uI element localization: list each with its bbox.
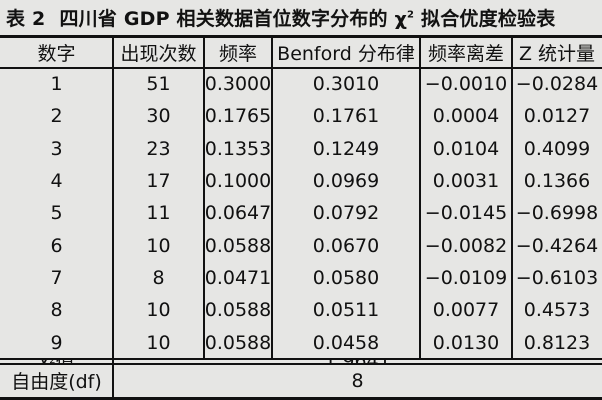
table-bottom-rule <box>0 397 602 400</box>
table-cell-dev: 0.0077 <box>432 299 500 322</box>
table-cell-count: 10 <box>146 234 171 257</box>
title-text-before: 四川省 GDP 相关数据首位数字分布的 χ <box>59 8 408 30</box>
table-cell-z: −0.4264 <box>515 234 599 257</box>
table-cell-digit: 6 <box>50 234 63 257</box>
table-cell-benford: 0.0511 <box>312 299 380 322</box>
table-cell-digit: 4 <box>50 170 63 193</box>
column-divider <box>511 36 513 359</box>
data-bottom-rule <box>0 357 602 360</box>
header-bottom-rule <box>0 67 602 69</box>
table-cell-dev: −0.0145 <box>424 202 508 225</box>
table-cell-freq: 0.0647 <box>204 202 272 225</box>
table-cell-digit: 8 <box>50 299 63 322</box>
table-cell-count: 17 <box>146 170 171 193</box>
table-cell-z: −0.0284 <box>515 73 599 96</box>
header-z-statistic: Z 统计量 <box>518 42 596 65</box>
table-cell-dev: 0.0031 <box>432 170 500 193</box>
table-cell-count: 51 <box>146 73 171 96</box>
table-cell-count: 23 <box>146 137 171 160</box>
column-divider <box>203 36 205 359</box>
table-cell-digit: 1 <box>50 73 63 96</box>
chi-square-value: 1.9641 <box>113 359 602 364</box>
header-deviation: 频率离差 <box>427 42 504 65</box>
header-frequency: 频率 <box>218 42 257 65</box>
column-divider <box>271 36 273 359</box>
table-caption: 表 2 四川省 GDP 相关数据首位数字分布的 χ2 拟合优度检验表 <box>6 4 598 34</box>
table-cell-dev: 0.0104 <box>432 137 500 160</box>
table-cell-freq: 0.0588 <box>204 234 272 257</box>
table-cell-z: 0.4099 <box>523 137 591 160</box>
table-cell-z: −0.6998 <box>515 202 599 225</box>
df-label: 自由度(df) <box>11 371 102 393</box>
table-number: 表 2 <box>6 8 46 30</box>
table-cell-z: 0.8123 <box>523 331 591 354</box>
table-cell-benford: 0.1249 <box>312 137 380 160</box>
table-cell-count: 8 <box>152 266 165 289</box>
table-cell-digit: 9 <box>50 331 63 354</box>
header-count: 出现次数 <box>120 42 197 65</box>
chi-label-base: χ <box>38 359 49 364</box>
table-cell-digit: 3 <box>50 137 63 160</box>
table-cell-benford: 0.0458 <box>312 331 380 354</box>
header-benford: Benford 分布律 <box>277 42 415 65</box>
table-top-rule <box>0 35 602 38</box>
chi-square-label: χ2 值 <box>0 359 113 364</box>
table-cell-count: 11 <box>146 202 171 225</box>
table-cell-freq: 0.1765 <box>204 105 272 128</box>
header-digit: 数字 <box>37 42 76 65</box>
table-cell-count: 10 <box>146 331 171 354</box>
table-cell-dev: −0.0109 <box>424 266 508 289</box>
summary-column-divider <box>112 358 114 397</box>
table-cell-benford: 0.1761 <box>312 105 380 128</box>
table-cell-dev: −0.0082 <box>424 234 508 257</box>
table-cell-count: 10 <box>146 299 171 322</box>
table-cell-freq: 0.3000 <box>204 73 272 96</box>
column-divider <box>112 36 114 359</box>
table-cell-z: 0.4573 <box>523 299 591 322</box>
table-cell-freq: 0.0588 <box>204 299 272 322</box>
table-cell-dev: 0.0130 <box>432 331 500 354</box>
table-cell-freq: 0.1000 <box>204 170 272 193</box>
title-superscript: 2 <box>407 9 415 21</box>
table-cell-digit: 5 <box>50 202 63 225</box>
column-divider <box>419 36 421 359</box>
table-cell-benford: 0.0580 <box>312 266 380 289</box>
title-text-after: 拟合优度检验表 <box>414 8 556 30</box>
table-cell-benford: 0.0670 <box>312 234 380 257</box>
table-cell-benford: 0.3010 <box>312 73 380 96</box>
table-cell-benford: 0.0792 <box>312 202 380 225</box>
table-cell-count: 30 <box>146 105 171 128</box>
table-cell-digit: 2 <box>50 105 63 128</box>
table-cell-dev: −0.0010 <box>424 73 508 96</box>
table-cell-digit: 7 <box>50 266 63 289</box>
table-cell-freq: 0.0471 <box>204 266 272 289</box>
chi-label-suffix: 值 <box>56 359 75 364</box>
table-cell-freq: 0.1353 <box>204 137 272 160</box>
table-title: 四川省 GDP 相关数据首位数字分布的 χ2 拟合优度检验表 <box>59 8 555 30</box>
table-cell-benford: 0.0969 <box>312 170 380 193</box>
table-cell-freq: 0.0588 <box>204 331 272 354</box>
table-cell-dev: 0.0004 <box>432 105 500 128</box>
summary-divider <box>0 363 602 365</box>
df-value: 8 <box>351 369 364 392</box>
table-cell-z: −0.6103 <box>515 266 599 289</box>
table-cell-z: 0.1366 <box>523 170 591 193</box>
table-cell-z: 0.0127 <box>523 105 591 128</box>
